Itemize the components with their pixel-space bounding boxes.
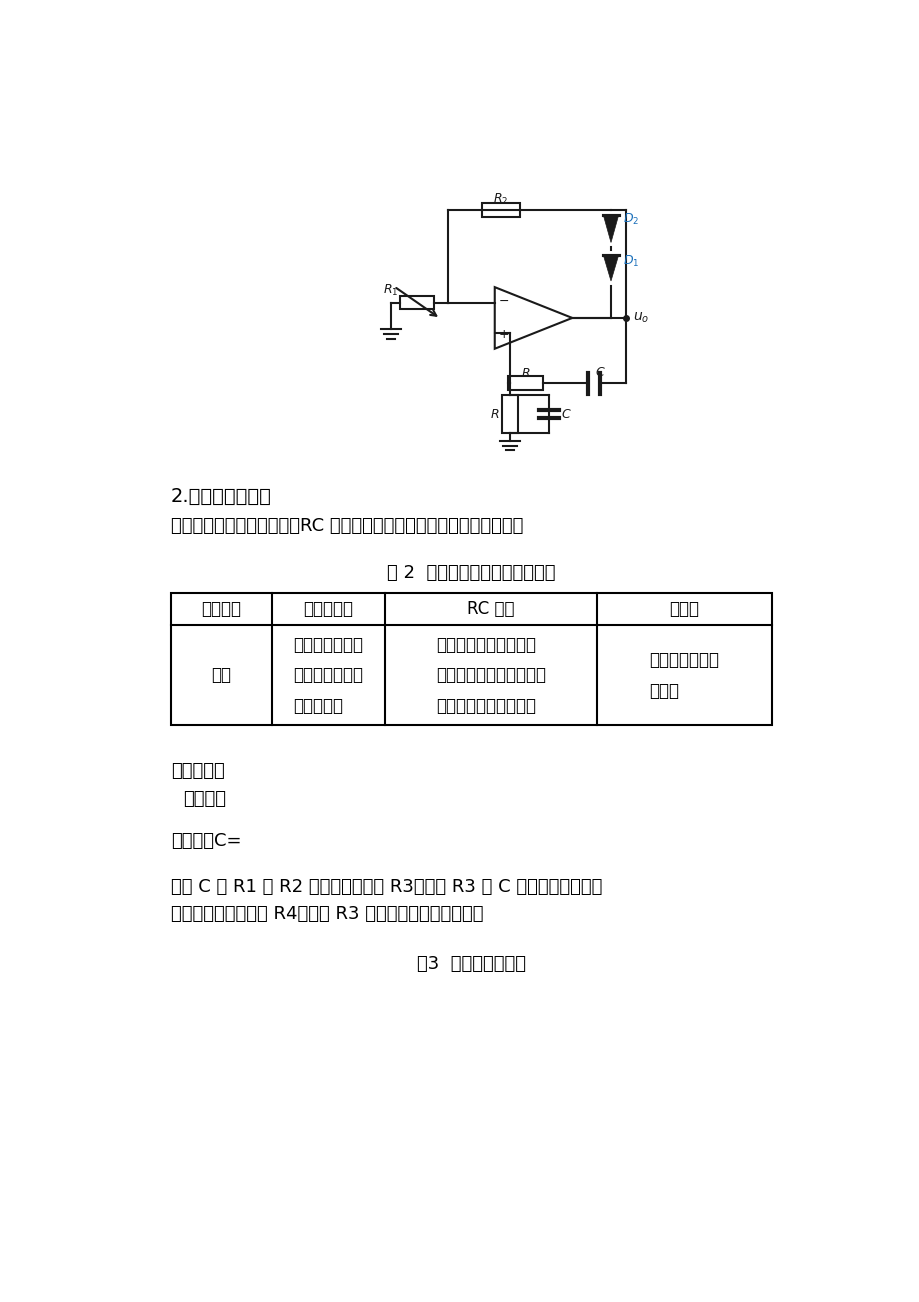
Text: 可选择：C=: 可选择：C= (171, 832, 241, 849)
Bar (481, 203, 520, 217)
Bar (400, 296, 434, 310)
Text: 组成部分: 组成部分 (201, 600, 241, 618)
Text: −: − (498, 294, 509, 307)
Text: 2.方波信号发生器: 2.方波信号发生器 (171, 487, 271, 506)
Text: 作为延迟环节和反馈网
络，通过对电容的充放电
实现两种状态的转换。: 作为延迟环节和反馈网 络，通过对电容的充放电 实现两种状态的转换。 (436, 635, 545, 715)
Text: $R_1$: $R_1$ (383, 283, 398, 298)
Text: $C$: $C$ (595, 366, 606, 379)
Text: 功能: 功能 (211, 667, 231, 685)
Text: $D_2$: $D_2$ (623, 212, 639, 227)
Text: 稳压管: 稳压管 (669, 600, 698, 618)
Polygon shape (603, 215, 618, 242)
Text: 选择合适的稳压管和 R4，调节 R3 使电路振荡到所需频率。: 选择合适的稳压管和 R4，调节 R3 使电路振荡到所需频率。 (171, 905, 482, 923)
Text: 根据 C 及 R1 和 R2 的比值可以确定 R3，调节 R3 或 C 可以改变振荡率。: 根据 C 及 R1 和 R2 的比值可以确定 R3，调节 R3 或 C 可以改变… (171, 878, 602, 896)
Bar (508, 376, 542, 391)
Text: $C$: $C$ (561, 408, 572, 421)
Text: +: + (498, 328, 509, 341)
Text: $R$: $R$ (490, 408, 499, 421)
Polygon shape (603, 255, 618, 281)
Text: 三部分组成：滞回比较器、RC 电路、稳压管，各部分实现功能如下表：: 三部分组成：滞回比较器、RC 电路、稳压管，各部分实现功能如下表： (171, 517, 523, 535)
Bar (502, 395, 517, 434)
Text: 输出需要的方波
电压。: 输出需要的方波 电压。 (649, 651, 719, 699)
Text: $u_o$: $u_o$ (632, 311, 648, 326)
Text: 滞回比较器: 滞回比较器 (302, 600, 353, 618)
Text: 表 2  方波发生器各组成部分功能: 表 2 方波发生器各组成部分功能 (387, 564, 555, 582)
Text: $R_2$: $R_2$ (493, 191, 508, 207)
Text: $R$: $R$ (520, 367, 530, 380)
Bar (171, 592, 771, 725)
Text: $D_1$: $D_1$ (623, 254, 639, 268)
Text: 图3  方波信号发生器: 图3 方波信号发生器 (416, 954, 526, 973)
Text: 参数选择：: 参数选择： (171, 762, 224, 780)
Text: 振荡周期: 振荡周期 (183, 790, 226, 809)
Text: RC 电路: RC 电路 (467, 600, 514, 618)
Text: 引入正反馈，产
生振荡，具有抗
干扰能力。: 引入正反馈，产 生振荡，具有抗 干扰能力。 (293, 635, 363, 715)
